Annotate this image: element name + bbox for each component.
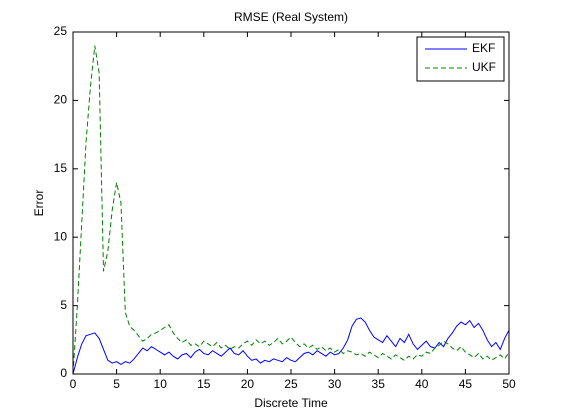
x-tick-label: 10	[154, 377, 168, 391]
chart-title: RMSE (Real System)	[234, 10, 348, 24]
x-tick-label: 5	[113, 377, 120, 391]
y-tick-label: 10	[54, 229, 68, 243]
y-axis-label: Error	[32, 190, 46, 217]
x-tick-label: 30	[328, 377, 342, 391]
x-tick-label: 0	[70, 377, 77, 391]
y-tick-label: 15	[54, 161, 68, 175]
plot-frame	[72, 31, 510, 375]
x-tick-label: 50	[502, 377, 516, 391]
x-tick-label: 25	[284, 377, 298, 391]
line-series	[72, 317, 510, 375]
x-tick-label: 35	[372, 377, 386, 391]
x-tick-label: 45	[459, 377, 473, 391]
x-tick-label: 40	[415, 377, 429, 391]
x-tick-label: 15	[197, 377, 211, 391]
y-tick-label: 20	[54, 93, 68, 107]
x-tick-label: 20	[241, 377, 255, 391]
y-tick-label: 5	[60, 298, 67, 312]
legend-label: UKF	[472, 60, 496, 74]
x-axis-label: Discrete Time	[254, 396, 328, 410]
y-tick-label: 0	[60, 366, 67, 380]
legend-box	[416, 36, 505, 82]
legend-label: EKF	[472, 41, 495, 55]
y-tick-label: 25	[54, 24, 68, 38]
